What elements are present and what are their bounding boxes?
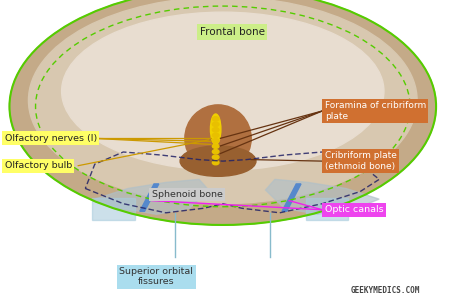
- Ellipse shape: [28, 0, 417, 204]
- Text: Sphenoid bone: Sphenoid bone: [152, 190, 223, 199]
- Ellipse shape: [62, 12, 384, 170]
- Circle shape: [212, 155, 219, 159]
- Circle shape: [212, 128, 219, 132]
- Circle shape: [212, 144, 219, 148]
- Ellipse shape: [185, 105, 251, 172]
- Polygon shape: [265, 179, 379, 214]
- Circle shape: [212, 133, 219, 137]
- Polygon shape: [140, 184, 159, 211]
- Ellipse shape: [210, 114, 221, 144]
- Polygon shape: [95, 179, 209, 214]
- Circle shape: [212, 161, 219, 165]
- FancyBboxPatch shape: [92, 198, 135, 220]
- Circle shape: [212, 139, 219, 143]
- Text: Olfactory nerves (I): Olfactory nerves (I): [5, 134, 97, 143]
- FancyBboxPatch shape: [306, 198, 348, 220]
- Ellipse shape: [9, 0, 436, 225]
- Text: Cribriform plate
(ethmoid bone): Cribriform plate (ethmoid bone): [325, 151, 397, 171]
- Text: Frontal bone: Frontal bone: [200, 27, 265, 37]
- Text: GEEKYMEDICS.COM: GEEKYMEDICS.COM: [351, 286, 420, 295]
- Text: Olfactory bulb: Olfactory bulb: [5, 161, 72, 170]
- Circle shape: [212, 122, 219, 126]
- Polygon shape: [282, 184, 301, 211]
- Circle shape: [212, 117, 219, 121]
- Text: Foramina of cribriform
plate: Foramina of cribriform plate: [325, 101, 426, 121]
- Ellipse shape: [180, 146, 256, 176]
- Circle shape: [212, 150, 219, 154]
- Text: Optic canals: Optic canals: [325, 205, 383, 214]
- Text: Superior orbital
fissures: Superior orbital fissures: [119, 267, 193, 286]
